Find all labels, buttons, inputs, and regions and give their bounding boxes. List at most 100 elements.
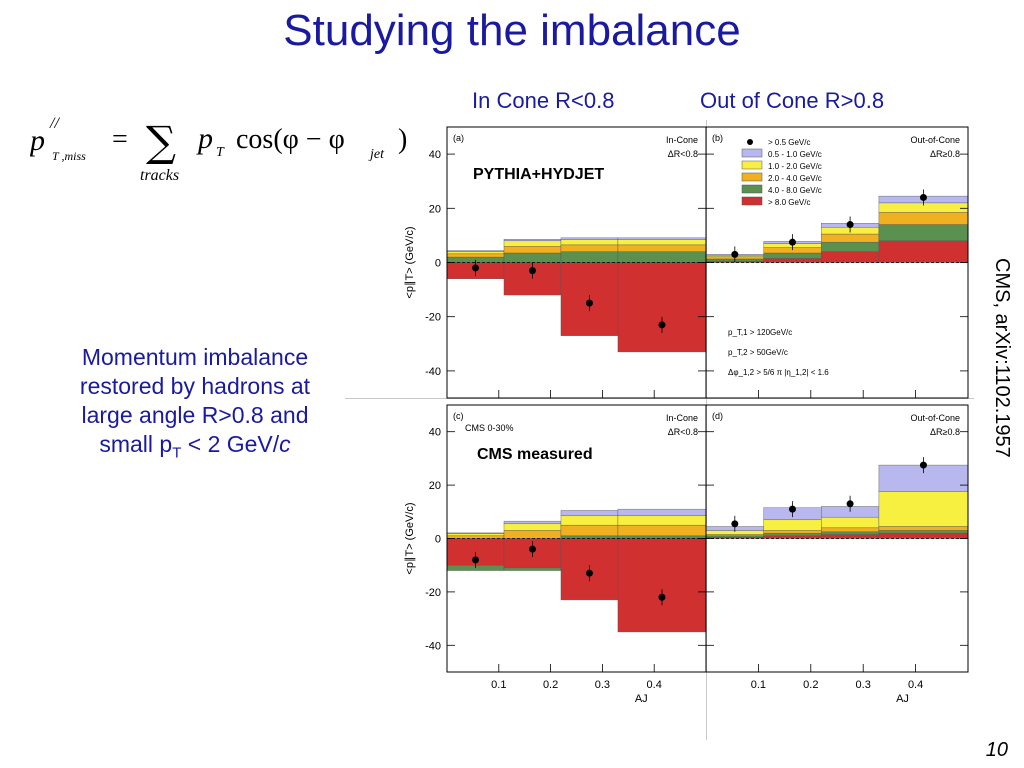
bar-c-1-2040GeVc — [503, 530, 562, 539]
cut-label: p_T,2 > 50GeV/c — [728, 348, 788, 357]
bar-b-3-80GeVc — [878, 240, 969, 263]
ytick-label: 0 — [435, 534, 441, 546]
panel-label: (a) — [453, 133, 464, 143]
bar-c-3-4080GeVc — [617, 535, 707, 539]
ytick-label: 40 — [429, 149, 441, 161]
data-point — [471, 264, 479, 272]
formula-sum-sub: tracks — [140, 167, 179, 184]
bar-d-1-1020GeVc — [763, 519, 822, 531]
formula-close: ) — [398, 124, 407, 155]
cut-label: Δφ_1,2 > 5/6 π |η_1,2| < 1.6 — [728, 368, 829, 377]
note-line-1: Momentum imbalance — [81, 344, 309, 370]
overlay-bg — [465, 163, 645, 185]
bar-d-2-80GeVc — [821, 534, 880, 539]
imbalance-note: Momentum imbalance restored by hadrons a… — [40, 343, 350, 468]
data-point — [919, 461, 927, 469]
bar-a-0-1020GeVc — [446, 251, 505, 255]
bar-a-1-0510GeVc — [503, 238, 562, 242]
panel-label: (c) — [453, 411, 464, 421]
bar-d-1-2040GeVc — [763, 530, 822, 534]
bar-d-3-4080GeVc — [878, 530, 969, 534]
region-label: Out-of-Cone — [910, 135, 960, 145]
note-sub: T — [172, 444, 182, 462]
bar-a-3-80GeVc — [617, 262, 707, 353]
legend-label: > 8.0 GeV/c — [768, 198, 810, 207]
note-ital: c — [279, 431, 291, 457]
legend-label: > 0.5 GeV/c — [768, 138, 810, 147]
panel-label: (d) — [712, 411, 723, 421]
note-line-3: large angle R>0.8 and — [81, 402, 309, 428]
bar-c-1-4080GeVc — [503, 567, 562, 571]
legend-label: 0.5 - 1.0 GeV/c — [768, 150, 822, 159]
legend-swatch — [741, 184, 763, 194]
xlabel: AJ — [635, 693, 648, 705]
data-point — [788, 505, 796, 513]
panel-b: (b) Out-of-Cone ΔR≥0.8 > 0.5 GeV/c 0.5 - 1.0… — [705, 126, 969, 399]
bar-a-2-0510GeVc — [560, 237, 619, 240]
ytick-label: 20 — [429, 480, 441, 492]
overlay-bg — [469, 443, 619, 465]
bar-c-0-0510GeVc — [446, 532, 505, 534]
legend-swatch — [741, 160, 763, 170]
overlay-label: CMS measured — [477, 446, 593, 463]
region-label-2: ΔR≥0.8 — [930, 427, 960, 437]
legend-label: 1.0 - 2.0 GeV/c — [768, 162, 822, 171]
note-line-2: restored by hadrons at — [79, 373, 311, 399]
in-cone-label: In Cone R<0.8 — [472, 88, 615, 113]
bar-c-1-1020GeVc — [503, 523, 562, 531]
formula-pt: p — [196, 122, 213, 155]
bar-b-3-4080GeVc — [878, 224, 969, 242]
ytick-label: -40 — [425, 366, 441, 378]
bar-c-0-1020GeVc — [446, 533, 505, 537]
bar-d-3-1020GeVc — [878, 491, 969, 527]
xtick-label: 0.1 — [751, 679, 766, 691]
xtick-label: 0.4 — [908, 679, 923, 691]
cut-label: p_T,1 > 120GeV/c — [728, 328, 792, 337]
formula-equals: = — [112, 124, 128, 155]
panel-c: -40 -20 0 20 40 0.1 0.2 0.3 0.4 <p∥T> (GeV/c) AJ (c… — [404, 404, 707, 705]
page-number: 10 — [985, 739, 1008, 761]
bar-d-0-2040GeVc — [705, 534, 764, 537]
out-of-cone-label: Out of Cone R>0.8 — [700, 88, 885, 113]
note-mid: < 2 GeV/ — [181, 431, 280, 457]
bar-c-2-1020GeVc — [560, 515, 619, 526]
xtick-label: 0.3 — [856, 679, 871, 691]
ytick-label: 20 — [429, 203, 441, 215]
region-label: In-Cone — [666, 135, 698, 145]
formula-pt-sub: T — [216, 145, 225, 160]
bar-d-2-1020GeVc — [821, 516, 880, 529]
bar-d-2-4080GeVc — [821, 531, 880, 535]
formula-cos: cos(φ − φ — [236, 124, 345, 155]
bar-a-1-2040GeVc — [503, 246, 562, 254]
slide-title: Studying the imbalance — [283, 6, 741, 55]
centrality-label: CMS 0-30% — [465, 423, 514, 433]
data-point — [585, 299, 593, 307]
ytick-label: -20 — [425, 312, 441, 324]
xtick-label: 0.3 — [595, 679, 610, 691]
bar-b-2-4080GeVc — [821, 241, 880, 252]
region-label-2: ΔR<0.8 — [668, 427, 698, 437]
missing-pt-formula: p // T ,miss = ∑ tracks p T cos(φ − φ je… — [30, 115, 407, 184]
panel-d: 0.1 0.2 0.3 0.4 AJ (d) Out-of-Cone ΔR≥0.8 — [705, 404, 969, 705]
legend-marker — [747, 139, 753, 145]
bar-a-3-1020GeVc — [617, 239, 707, 246]
legend-swatch — [741, 196, 763, 206]
ytick-label: 40 — [429, 427, 441, 439]
bar-b-2-80GeVc — [821, 251, 880, 263]
bar-a-2-2040GeVc — [560, 244, 619, 252]
data-point — [585, 569, 593, 577]
data-point — [731, 520, 739, 528]
data-point — [731, 250, 739, 258]
ytick-label: -20 — [425, 587, 441, 599]
bar-c-2-4080GeVc — [560, 535, 619, 539]
bar-a-2-1020GeVc — [560, 239, 619, 246]
xtick-label: 0.2 — [803, 679, 818, 691]
bar-c-3-2040GeVc — [617, 524, 707, 537]
ylabel: <p∥T> (GeV/c) — [404, 226, 416, 298]
bar-d-0-80GeVc — [705, 536, 764, 539]
region-label-2: ΔR<0.8 — [668, 149, 698, 159]
formula-sum: ∑ — [146, 117, 176, 166]
bar-c-1-0510GeVc — [503, 520, 562, 525]
formula-lhs-sub: T ,miss — [52, 149, 86, 163]
formula-jet: jet — [368, 147, 385, 162]
